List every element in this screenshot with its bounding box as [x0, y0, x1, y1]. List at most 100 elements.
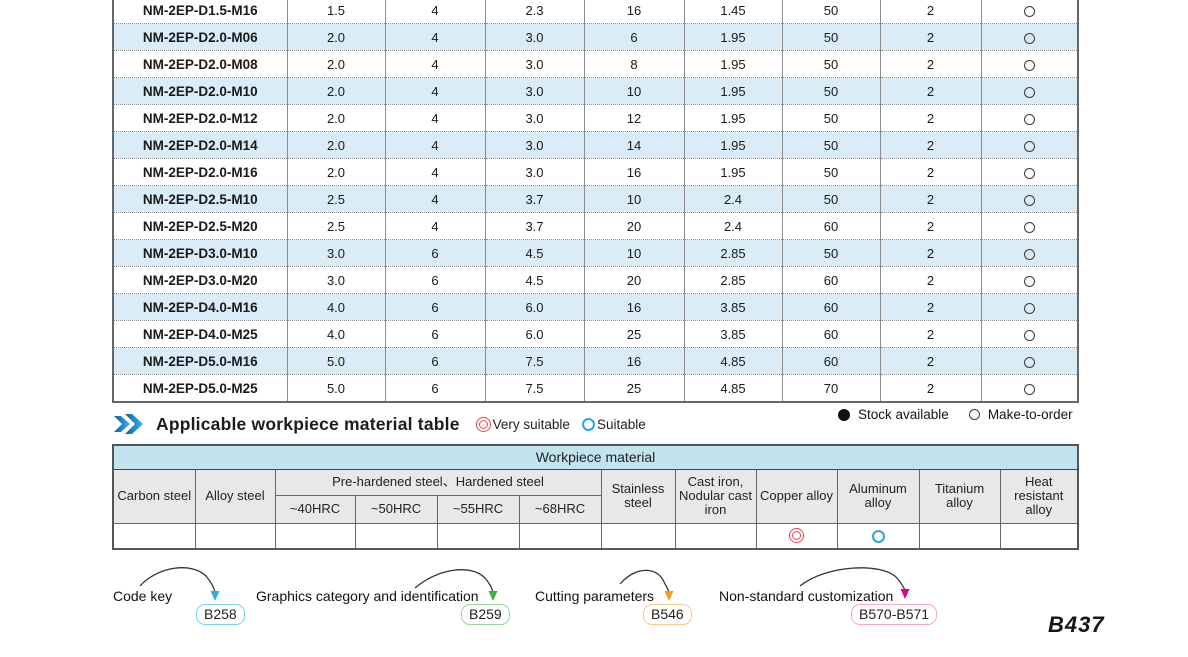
spec-value-cell: 6 — [384, 320, 485, 348]
spec-value-cell: 2 — [879, 212, 981, 240]
page-ref-badge-b570[interactable]: B570-B571 — [851, 604, 938, 625]
suitable-label: Suitable — [596, 416, 646, 432]
spec-value-cell: 14 — [583, 131, 684, 159]
spec-value-cell: 2 — [879, 239, 981, 267]
legend-make-to-order: Make-to-order — [968, 407, 1073, 422]
col-header-copper-alloy: Copper alloy — [755, 468, 838, 524]
col-header-55hrc: ~55HRC — [436, 494, 520, 524]
page-ref-badge-b258[interactable]: B258 — [196, 604, 245, 625]
make-to-order-icon — [1023, 113, 1035, 125]
make-to-order-icon — [1023, 167, 1035, 179]
col-header-cast-iron: Cast iron, Nodular cast iron — [674, 468, 757, 524]
make-to-order-icon — [1023, 383, 1035, 395]
material-rating-row — [112, 522, 1079, 550]
stock-status-cell — [980, 266, 1078, 294]
spec-value-cell: 1.95 — [683, 158, 782, 186]
make-to-order-icon — [1023, 248, 1035, 260]
model-number-cell: NM-2EP-D2.0-M12 — [113, 104, 287, 132]
spec-table-body: NM-2EP-D1.5-M16 1.5 4 2.3 16 1.45 50 2 NM-2EP-D2… — [113, 0, 1078, 402]
spec-table: NM-2EP-D1.5-M16 1.5 4 2.3 16 1.45 50 2 NM-2EP-D2… — [112, 0, 1079, 403]
make-to-order-icon — [1023, 275, 1035, 287]
spec-value-cell: 6.0 — [484, 293, 584, 321]
spec-value-cell: 2 — [879, 374, 981, 402]
spec-value-cell: 60 — [781, 347, 880, 375]
model-number-cell: NM-2EP-D2.5-M20 — [113, 212, 287, 240]
spec-value-cell: 16 — [583, 347, 684, 375]
spec-value-cell: 10 — [583, 185, 684, 213]
col-header-50hrc: ~50HRC — [354, 494, 438, 524]
spec-value-cell: 50 — [781, 131, 880, 159]
suitable-icon — [581, 417, 595, 431]
footer-label-cutting: Cutting parameters — [535, 588, 655, 604]
stock-status-cell — [980, 239, 1078, 267]
spec-value-cell: 16 — [583, 293, 684, 321]
make-to-order-label: Make-to-order — [987, 407, 1073, 422]
spec-value-cell: 3.0 — [484, 23, 584, 51]
stock-status-cell — [980, 23, 1078, 51]
spec-value-cell: 20 — [583, 212, 684, 240]
model-number-cell: NM-2EP-D2.5-M10 — [113, 185, 287, 213]
very-suitable-icon — [789, 528, 804, 544]
stock-available-icon — [838, 408, 850, 421]
spec-value-cell: 3.0 — [484, 131, 584, 159]
make-to-order-icon — [968, 409, 980, 420]
rating-cell-40hrc — [274, 522, 356, 550]
spec-value-cell: 4 — [384, 50, 485, 78]
spec-value-cell: 2.5 — [286, 185, 385, 213]
spec-value-cell: 7.5 — [484, 347, 584, 375]
spec-value-cell: 6 — [384, 374, 485, 402]
model-number-cell: NM-2EP-D3.0-M20 — [113, 266, 287, 294]
workpiece-material-banner: Workpiece material — [112, 444, 1079, 470]
make-to-order-icon — [1023, 194, 1035, 206]
model-number-cell: NM-2EP-D5.0-M25 — [113, 374, 287, 402]
spec-value-cell: 2.0 — [286, 131, 385, 159]
page-ref-badge-b259[interactable]: B259 — [461, 604, 510, 625]
make-to-order-icon — [1023, 329, 1035, 341]
rating-cell-copper-alloy — [755, 522, 838, 550]
spec-value-cell: 50 — [781, 50, 880, 78]
spec-value-cell: 4.85 — [683, 374, 782, 402]
col-header-carbon-steel: Carbon steel — [112, 468, 196, 524]
spec-value-cell: 1.45 — [683, 0, 782, 24]
spec-value-cell: 2.3 — [484, 0, 584, 24]
spec-value-cell: 60 — [781, 212, 880, 240]
spec-value-cell: 4 — [384, 0, 485, 24]
spec-table-row: NM-2EP-D2.5-M10 2.5 4 3.7 10 2.4 50 2 — [113, 185, 1078, 213]
spec-value-cell: 1.95 — [683, 131, 782, 159]
spec-table-row: NM-2EP-D2.0-M12 2.0 4 3.0 12 1.95 50 2 — [113, 104, 1078, 132]
page-number: B437 — [1048, 612, 1105, 637]
double-chevron-icon — [114, 414, 143, 434]
spec-value-cell: 2 — [879, 23, 981, 51]
spec-value-cell: 3.0 — [484, 50, 584, 78]
spec-value-cell: 25 — [583, 320, 684, 348]
spec-value-cell: 4 — [384, 212, 485, 240]
stock-status-cell — [980, 0, 1078, 24]
spec-value-cell: 4 — [384, 185, 485, 213]
spec-value-cell: 2.4 — [683, 185, 782, 213]
spec-value-cell: 4 — [384, 23, 485, 51]
page-ref-badge-b546[interactable]: B546 — [643, 604, 692, 625]
rating-cell-68hrc — [518, 522, 602, 550]
spec-value-cell: 2 — [879, 0, 981, 24]
spec-value-cell: 6 — [384, 266, 485, 294]
model-number-cell: NM-2EP-D2.0-M10 — [113, 77, 287, 105]
model-number-cell: NM-2EP-D5.0-M16 — [113, 347, 287, 375]
spec-value-cell: 60 — [781, 266, 880, 294]
col-header-40hrc: ~40HRC — [274, 494, 356, 524]
spec-value-cell: 3.0 — [484, 104, 584, 132]
spec-table-row: NM-2EP-D4.0-M16 4.0 6 6.0 16 3.85 60 2 — [113, 293, 1078, 321]
spec-value-cell: 2 — [879, 320, 981, 348]
spec-value-cell: 3.0 — [286, 266, 385, 294]
spec-value-cell: 12 — [583, 104, 684, 132]
spec-table-row: NM-2EP-D2.0-M14 2.0 4 3.0 14 1.95 50 2 — [113, 131, 1078, 159]
spec-value-cell: 2 — [879, 293, 981, 321]
very-suitable-icon — [475, 416, 491, 432]
model-number-cell: NM-2EP-D4.0-M16 — [113, 293, 287, 321]
arrowhead-cutting — [664, 591, 674, 601]
spec-value-cell: 2.0 — [286, 104, 385, 132]
stock-status-cell — [980, 374, 1078, 402]
spec-value-cell: 50 — [781, 185, 880, 213]
spec-value-cell: 25 — [583, 374, 684, 402]
arrowhead-nonstandard — [900, 589, 910, 599]
stock-status-cell — [980, 77, 1078, 105]
